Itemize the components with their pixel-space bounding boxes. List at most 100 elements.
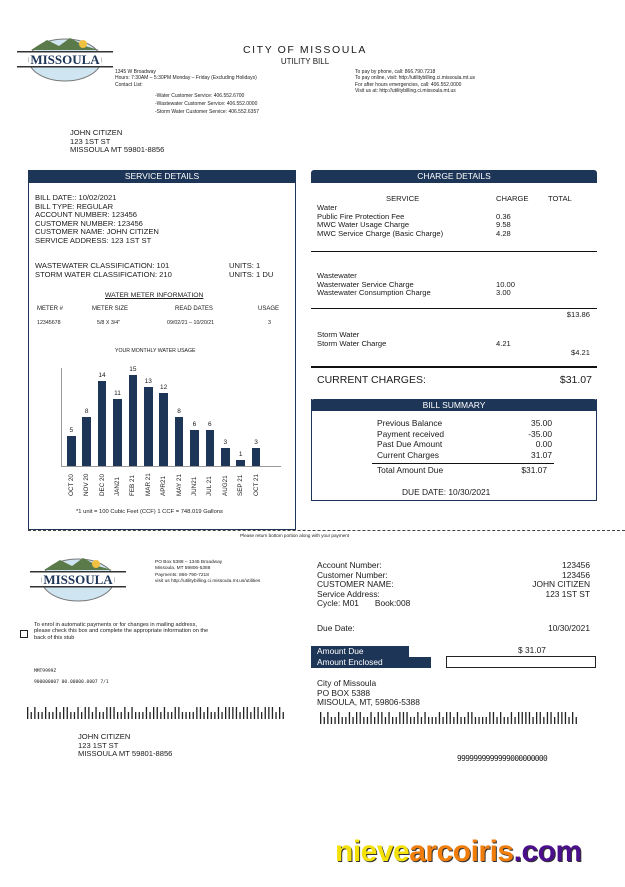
chart-bar — [97, 381, 107, 466]
chart-data-label: 1 — [238, 450, 243, 458]
stub-due-value: 10/30/2021 — [548, 623, 590, 633]
chart-bar — [128, 375, 138, 466]
watermark-part1: nieve — [335, 835, 410, 868]
bill-title: CITY OF MISSOULA — [242, 44, 367, 56]
col-service: SERVICE — [386, 194, 420, 203]
chart-bar — [174, 417, 184, 466]
wastewater-charges: Wastewater Wasterwater Service Charge Wast… — [317, 271, 431, 298]
meter-info-title: WATER METER INFORMATION — [105, 292, 204, 299]
current-charges-value: $31.07 — [559, 374, 592, 386]
chart-x-axis — [61, 466, 281, 467]
chart-x-tick-label: NOV 20 — [83, 473, 91, 496]
return-note: Please return bottom portion along with … — [240, 533, 350, 538]
chart-x-tick-label: SEP 21 — [237, 474, 245, 496]
chart-data-label: 13 — [144, 378, 152, 386]
auto-pay-checkbox[interactable] — [20, 630, 28, 638]
svg-text:MISSOULA: MISSOULA — [43, 572, 113, 587]
service-details-header: SERVICE DETAILS — [28, 170, 296, 183]
amount-due-value: $ 31.07 — [518, 645, 546, 655]
col-total: TOTAL — [548, 194, 572, 203]
total-due-value: $31.07 — [521, 465, 547, 475]
stub-due-label: Due Date: — [317, 623, 355, 633]
stub-code-1: MMT9999Z — [34, 669, 57, 674]
payment-info: To pay by phone, call: 866.790.7218 To pa… — [355, 69, 476, 94]
col-charge: CHARGE — [496, 194, 529, 203]
chart-data-label: 6 — [208, 420, 212, 428]
divider — [372, 463, 554, 464]
chart-bar — [251, 447, 261, 466]
chart-title: YOUR MONTHLY WATER USAGE — [115, 348, 196, 354]
remit-barcode — [320, 712, 577, 724]
water-charges: Water Public Fire Protection Fee MWC Water… — [317, 203, 444, 238]
svg-text:MISSOULA: MISSOULA — [30, 52, 100, 67]
chart-data-label: 12 — [160, 384, 168, 392]
chart-data-label: 3 — [223, 438, 228, 446]
usage-footnote: *1 unit = 100 Cubic Feet (CCF) 1 CCF = 7… — [76, 509, 223, 515]
office-address: 1345 W Broadway Hours: 7:30AM – 5:30PM Mo… — [115, 69, 257, 88]
meter-size: 5/8 X 3/4" — [97, 320, 121, 326]
postal-barcode — [27, 707, 284, 719]
chart-bar — [159, 393, 168, 466]
current-charges-label: CURRENT CHARGES: — [317, 374, 426, 386]
stub-field-labels: Account Number: Customer Number: CUSTOMER … — [317, 560, 411, 609]
cycle: Cycle: M01 — [317, 598, 359, 609]
bill-summary-panel — [311, 399, 597, 501]
wastewater-total: $13.86 — [566, 310, 590, 319]
stormwater-total: $4.21 — [570, 348, 590, 357]
amount-enclosed-input[interactable] — [446, 656, 596, 668]
scanline: 9999999999999000000000 — [457, 754, 548, 763]
divider — [311, 308, 597, 310]
chart-bar — [144, 387, 153, 466]
stub-office-address: PO Box 5388 – 1345 Broadway Missoula, MT … — [155, 560, 261, 584]
customer-address: JOHN CITIZEN 123 1ST ST MISSOULA MT 59801-… — [70, 128, 165, 155]
chart-x-tick-label: JAN21 — [113, 477, 121, 496]
stub-field-values: 123456 123456 JOHN CITIZEN 123 1ST ST — [532, 560, 590, 599]
divider — [311, 366, 597, 368]
chart-x-tick-label: JUL 21 — [206, 476, 214, 496]
amount-enclosed-label: Amount Enclosed — [311, 657, 431, 668]
chart-data-label: 5 — [69, 426, 74, 434]
watermark-part2: arcoiris — [409, 835, 514, 868]
auto-pay-text: To enrol in automatic payments or for ch… — [34, 622, 209, 641]
chart-bar — [205, 429, 215, 466]
chart-bar — [113, 399, 122, 466]
chart-data-label: 3 — [254, 438, 258, 446]
chart-data-label: 6 — [192, 420, 197, 428]
stormwater-charges: Storm Water Storm Water Charge — [317, 330, 387, 348]
chart-bar — [190, 429, 199, 466]
meter-read-dates: 09/02/21 – 10/20/21 — [167, 320, 215, 326]
book: Book:008 — [374, 598, 411, 609]
classifications: WASTEWATER CLASSIFICATION: 101 STORM WATE… — [35, 261, 172, 279]
meter-header-size: METER SIZE — [92, 306, 129, 312]
stub-customer-address: JOHN CITIZEN 123 1ST ST MISSOULA MT 59801-… — [78, 732, 173, 759]
chart-y-axis — [61, 368, 62, 466]
tear-line — [28, 530, 625, 531]
chart-x-tick-label: OCT 20 — [67, 474, 75, 496]
chart-bar — [236, 459, 245, 466]
chart-data-label: 15 — [129, 366, 137, 373]
chart-bar — [82, 417, 91, 466]
chart-x-tick-label: DEC 20 — [98, 473, 106, 496]
missoula-logo-stub: MISSOULA — [30, 558, 126, 602]
watermark-part3: .com — [513, 835, 583, 868]
chart-bar — [221, 447, 230, 466]
chart-x-tick-label: AUG21 — [221, 475, 229, 496]
water-charge-values: 0.36 9.58 4.28 — [496, 211, 511, 238]
total-due-label: Total Amount Due — [377, 465, 444, 475]
stub-code-2: 900000007 00.00000.0007 7/1 — [34, 680, 109, 685]
classification-units: UNITS: 1 UNITS: 1 DU — [229, 261, 274, 279]
chart-x-tick-label: MAY 21 — [175, 474, 183, 496]
meter-usage: 3 — [268, 320, 271, 326]
amount-due-label: Amount Due — [311, 646, 409, 657]
missoula-logo: MISSOULA — [17, 38, 113, 82]
chart-data-label: 14 — [98, 372, 106, 380]
due-date: DUE DATE: 10/30/2021 — [402, 487, 491, 497]
stormwater-charge-value: 4.21 — [496, 338, 511, 348]
chart-data-label: 11 — [114, 390, 121, 398]
bill-subtitle: UTILITY BILL — [280, 57, 330, 66]
chart-x-tick-label: FEB 21 — [129, 475, 137, 496]
chart-data-label: 8 — [177, 408, 181, 416]
chart-data-label: 8 — [84, 408, 89, 416]
meter-number: 12345678 — [37, 320, 61, 326]
contact-list: -Water Customer Service: 406.552.6700 -Wa… — [155, 93, 260, 115]
